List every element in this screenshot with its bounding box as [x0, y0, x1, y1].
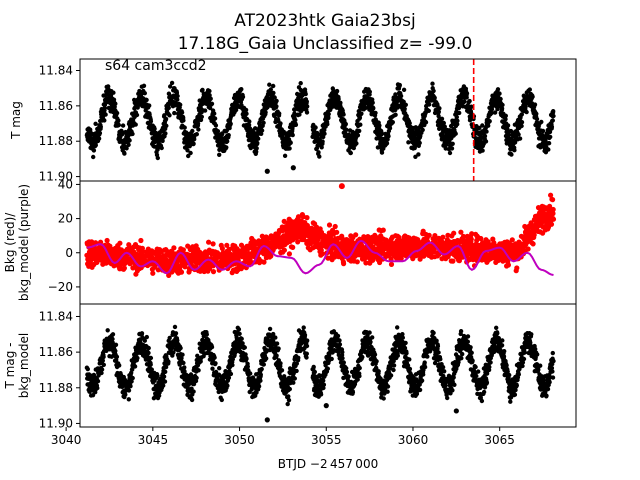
x-tick-label-1: 3045	[138, 433, 169, 447]
y-axis-label-middle-line-0: Bkg (red)/	[3, 212, 17, 273]
y-tick-label-top-2: 11.88	[39, 134, 73, 148]
plot-area-bottom	[84, 324, 556, 423]
y-tick-label-top-0: 11.84	[39, 63, 73, 77]
chart-title-line-1: AT2023htk Gaia23bsj	[234, 11, 415, 31]
y-tick-label-bottom-3: 11.90	[39, 416, 73, 430]
series-line-bkg-model	[86, 239, 554, 276]
panels-group: 11.84 11.86 11.88 11.90 T mag −20 0 20 40 Bkg (re…	[3, 58, 577, 447]
panel-top: 11.84 11.86 11.88 11.90 T mag	[9, 58, 577, 184]
panel-bottom: 11.84 11.86 11.88 11.90 3040 3045 3050 3055 3060…	[3, 303, 577, 447]
outlier-point-top-0	[264, 168, 270, 174]
outlier-point-middle-0	[338, 183, 345, 190]
sector-camera-annotation: s64 cam3ccd2	[105, 58, 207, 74]
y-tick-label-bottom-1: 11.86	[39, 345, 73, 359]
outlier-point-bottom-0	[264, 417, 270, 423]
axes-frame-bottom	[79, 303, 577, 428]
panel-middle: −20 0 20 40 Bkg (red)/bkg_model (purple)	[3, 177, 577, 305]
series-points-middle	[84, 192, 557, 278]
outlier-point-top-1	[290, 165, 296, 171]
x-tick-label-2: 3050	[224, 433, 255, 447]
y-tick-label-bottom-0: 11.84	[39, 309, 73, 323]
x-tick-label-4: 3060	[398, 433, 429, 447]
y-tick-label-middle-3: 40	[58, 177, 73, 191]
y-axis-label-bottom-line-0: T mag -	[3, 343, 17, 390]
x-axis-label: BTJD −2 457 000	[278, 457, 378, 471]
y-tick-label-middle-2: 20	[58, 212, 73, 226]
x-tick-label-3: 3055	[311, 433, 342, 447]
y-axis-label-top-line-0: T mag	[9, 101, 23, 140]
y-axis-label-middle-line-1: bkg_model (purple)	[17, 184, 31, 301]
plot-area-middle	[84, 183, 557, 278]
chart-title-line-2: 17.18G_Gaia Unclassified z= -99.0	[178, 34, 473, 54]
outlier-point-bottom-1	[323, 403, 329, 409]
plot-area-top	[84, 59, 556, 181]
y-tick-label-middle-1: 0	[65, 246, 73, 260]
y-axis-label-bottom-line-1: bkg_model	[17, 333, 31, 399]
series-points-bottom	[84, 324, 556, 407]
y-tick-label-top-1: 11.86	[39, 99, 73, 113]
y-tick-label-middle-0: −20	[48, 280, 73, 294]
outlier-point-bottom-2	[453, 408, 459, 414]
y-tick-label-top-3: 11.90	[39, 170, 73, 184]
x-tick-label-5: 3065	[484, 433, 515, 447]
x-tick-label-0: 3040	[51, 433, 82, 447]
series-points-top	[84, 80, 556, 161]
y-tick-label-bottom-2: 11.88	[39, 381, 73, 395]
